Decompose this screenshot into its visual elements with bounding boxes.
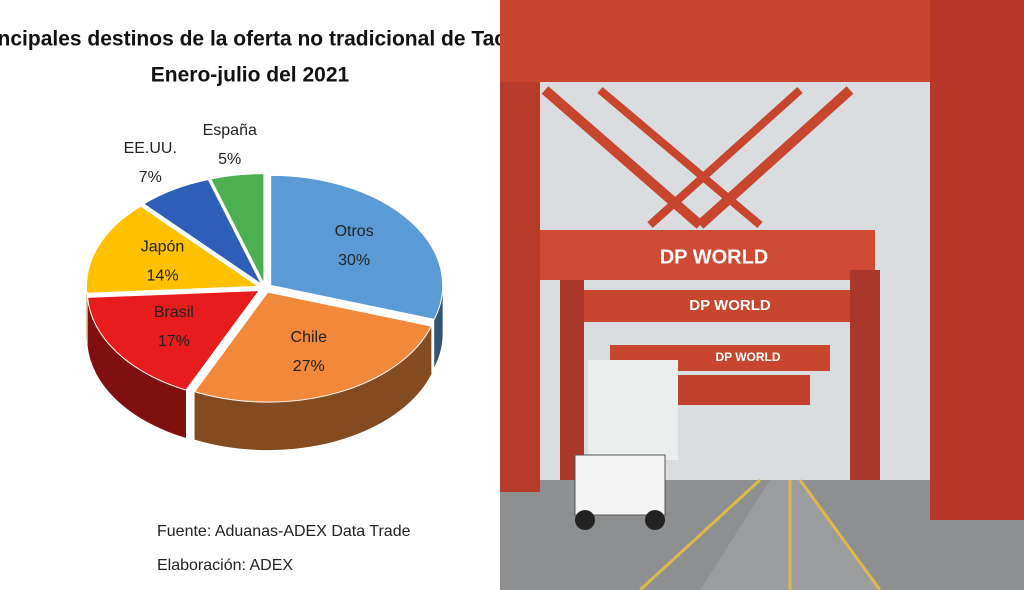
- truss: [597, 86, 763, 229]
- value-label: 14%: [147, 267, 179, 284]
- value-label: 7%: [139, 169, 162, 186]
- chart-subtitle: Enero-julio del 2021: [151, 64, 350, 87]
- value-label: 5%: [218, 151, 241, 168]
- truss: [647, 87, 803, 228]
- slice-side: [87, 297, 186, 439]
- category-label: Chile: [291, 329, 328, 346]
- wheel: [575, 510, 595, 530]
- wheel: [645, 510, 665, 530]
- gantry-leg: [560, 280, 584, 480]
- slice: [210, 173, 265, 284]
- gantry-beam: [575, 290, 850, 322]
- slice: [270, 174, 444, 320]
- truck-cab: [574, 454, 666, 516]
- source-note: Fuente: Aduanas-ADEX Data Trade: [157, 523, 411, 540]
- value-label: 30%: [338, 252, 370, 269]
- gantry-leg: [930, 0, 1024, 520]
- slice-side: [434, 285, 443, 368]
- lane-marking: [638, 478, 762, 590]
- category-label: EE.UU.: [124, 140, 177, 157]
- chart-title: Principales destinos de la oferta no tra…: [0, 28, 531, 51]
- slice-side: [194, 326, 432, 451]
- slice: [86, 289, 261, 391]
- gantry-leg: [850, 270, 880, 480]
- gantry-leg: [500, 82, 540, 492]
- lane-marking: [798, 479, 882, 590]
- category-label: España: [203, 122, 257, 139]
- sign: DP WORLD: [715, 350, 780, 364]
- gantry-beam: [540, 230, 875, 280]
- slice: [85, 205, 261, 294]
- sign: DP WORLD: [660, 246, 769, 268]
- gantry-beam: [660, 375, 810, 405]
- slice: [142, 178, 262, 285]
- category-label: Brasil: [154, 304, 194, 321]
- category-label: Otros: [335, 223, 374, 240]
- category-label: Japón: [141, 238, 185, 255]
- slice: [193, 291, 433, 403]
- truss: [696, 86, 854, 229]
- credit-note: Elaboración: ADEX: [157, 557, 293, 574]
- photo: DP WORLD DP WORLD DP WORLD: [500, 0, 1024, 590]
- value-label: 17%: [158, 333, 190, 350]
- value-label: 27%: [293, 358, 325, 375]
- container: [588, 360, 678, 460]
- pie: Otros 30% Chile 27% Brasil 17% Japón 14% EE.UU. 7…: [85, 122, 444, 451]
- sign: DP WORLD: [689, 297, 771, 314]
